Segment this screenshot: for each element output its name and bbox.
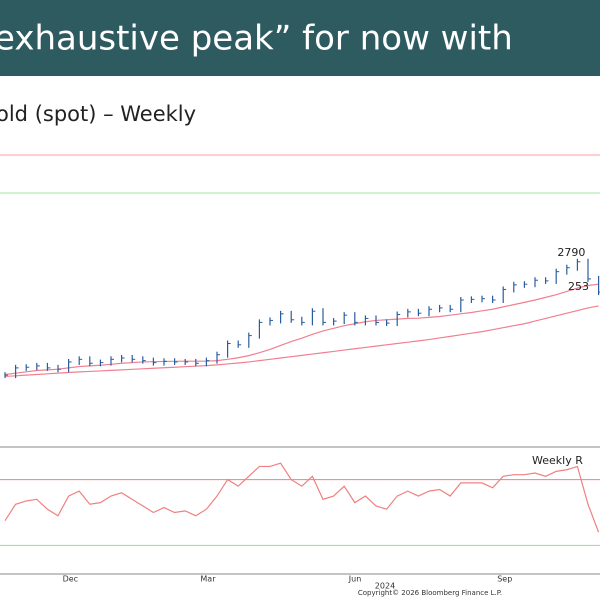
x-tick-label: Jun (348, 575, 362, 584)
moving-average-line (4, 283, 599, 376)
x-tick-label: Sep (497, 575, 512, 584)
x-tick-label: Mar (200, 575, 216, 584)
moving-average-line (4, 305, 599, 378)
rsi-title: Weekly R (532, 454, 583, 467)
title: exhaustive peak” for now with (0, 19, 513, 59)
x-year-label: 2024 (375, 582, 395, 591)
annotation: 2790 (557, 246, 585, 259)
x-tick-label: Dec (63, 575, 78, 584)
annotation: 253 (568, 280, 589, 293)
copyright: Copyright© 2026 Bloomberg Finance L.P. (358, 589, 502, 597)
rsi-line (4, 462, 600, 533)
title-bar (0, 0, 600, 76)
subtitle: old (spot) – Weekly (0, 102, 196, 126)
